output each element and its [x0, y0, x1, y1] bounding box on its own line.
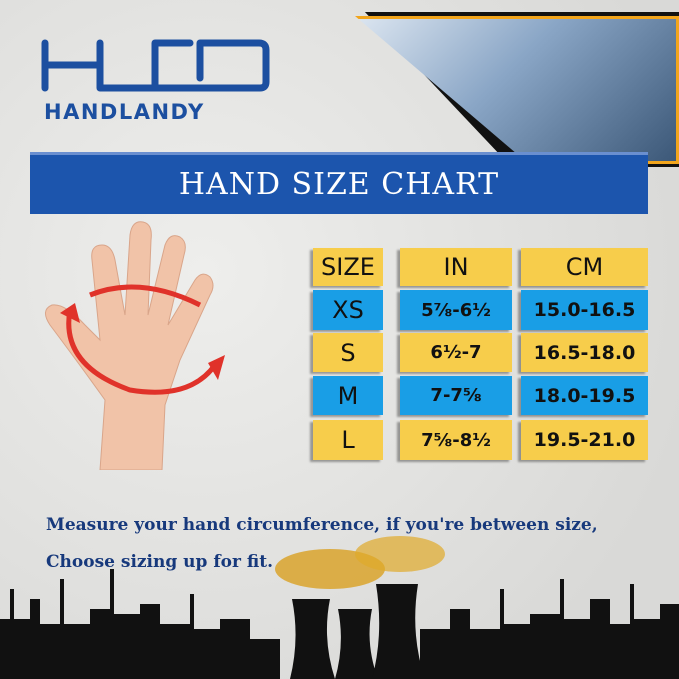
title-banner: HAND SIZE CHART: [30, 152, 648, 214]
inch-cell: 7-7⅝: [400, 376, 512, 415]
size-cell: M: [313, 376, 383, 415]
factory-skyline: [0, 536, 679, 679]
inch-cell: 6½-7: [400, 333, 512, 372]
size-cell: S: [313, 333, 383, 372]
inch-cell: 5⅞-6½: [400, 290, 512, 330]
instruction-line-1: Measure your hand circumference, if you'…: [46, 515, 598, 535]
page-title: HAND SIZE CHART: [178, 167, 500, 202]
header-cm: CM: [521, 248, 648, 286]
brand-name: HANDLANDY: [44, 100, 205, 124]
cm-cell: 15.0-16.5: [521, 290, 648, 330]
inch-cell: 7⅝-8½: [400, 420, 512, 460]
cm-cell: 19.5-21.0: [521, 420, 648, 460]
measure-arrow-icon: [66, 284, 218, 395]
hand-illustration: [30, 215, 245, 474]
cm-cell: 18.0-19.5: [521, 376, 648, 415]
handlandy-logo: [40, 38, 270, 93]
instruction-line-2: Choose sizing up for fit.: [46, 552, 274, 572]
size-cell: XS: [313, 290, 383, 330]
size-cell: L: [313, 420, 383, 460]
cm-cell: 16.5-18.0: [521, 333, 648, 372]
header-size: SIZE: [313, 248, 383, 286]
header-in: IN: [400, 248, 512, 286]
